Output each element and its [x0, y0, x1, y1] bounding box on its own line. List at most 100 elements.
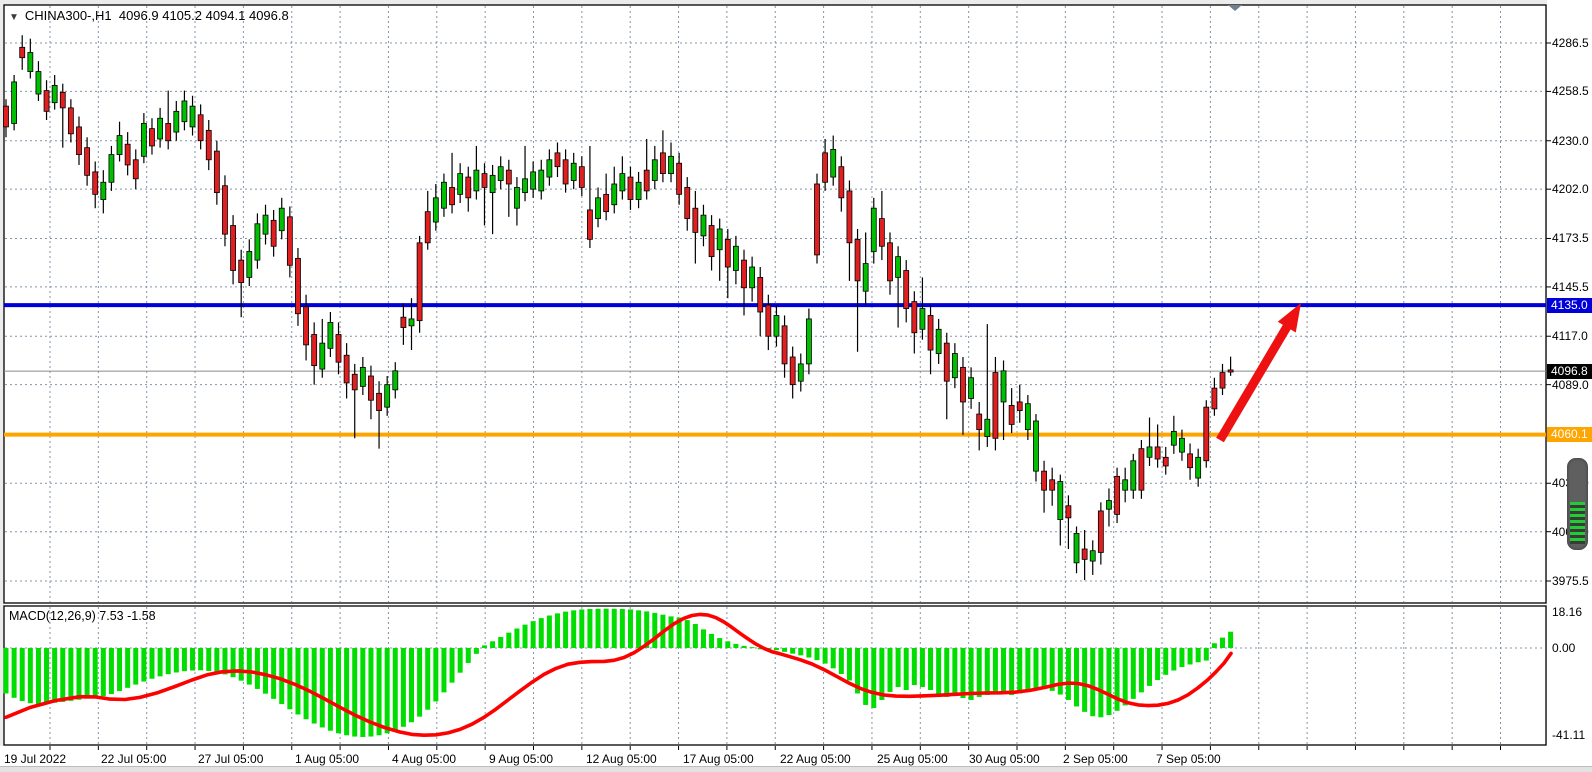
bull-candle — [327, 321, 334, 349]
bear-candle — [692, 207, 699, 233]
bull-candle — [1179, 437, 1185, 453]
macd-histogram-bar — [327, 648, 333, 731]
macd-histogram-bar — [125, 648, 131, 688]
support-price-tag: 4060.1 — [1547, 427, 1592, 443]
bull-candle — [1195, 456, 1202, 479]
macd-histogram-bar — [944, 648, 950, 697]
macd-histogram-bar — [490, 641, 496, 648]
time-axis-label: 9 Aug 05:00 — [489, 752, 554, 766]
macd-histogram-bar — [579, 609, 585, 648]
bear-candle — [627, 176, 634, 200]
price-axis-label: 4230.0 — [1552, 133, 1589, 148]
macd-histogram-bar — [311, 648, 317, 724]
price-axis-label: 4089.0 — [1552, 377, 1589, 392]
bear-candle — [1138, 448, 1145, 491]
time-axis-label: 12 Aug 05:00 — [586, 752, 657, 766]
bear-candle — [449, 187, 455, 206]
bull-candle — [919, 308, 926, 330]
macd-histogram-bar — [1187, 648, 1193, 665]
bull-candle — [108, 154, 115, 183]
bear-candle — [578, 166, 585, 188]
trend-arrow-shaft[interactable] — [1216, 319, 1294, 443]
bull-candle — [733, 245, 739, 271]
chart-shift-marker-icon[interactable] — [1228, 5, 1242, 11]
bear-candle — [562, 159, 569, 185]
macd-histogram-bar — [409, 648, 414, 723]
macd-histogram-bar — [1122, 648, 1128, 706]
macd-histogram-bar — [952, 648, 958, 695]
macd-histogram-bar — [741, 645, 747, 648]
bull-candle — [359, 366, 366, 387]
bear-candle — [1008, 405, 1015, 425]
bear-candle — [335, 334, 342, 363]
price-axis-strip — [1547, 0, 1592, 766]
macd-histogram-bar — [1179, 648, 1185, 668]
bull-candle — [457, 173, 464, 195]
bear-candle — [43, 90, 50, 112]
bear-candle — [76, 126, 82, 155]
macd-histogram-bar — [35, 648, 41, 705]
bull-candle — [35, 71, 42, 95]
bull-candle — [116, 135, 123, 155]
macd-histogram-bar — [676, 617, 682, 648]
macd-histogram-bar — [733, 643, 739, 648]
time-axis-label: 22 Jul 05:00 — [101, 752, 167, 766]
macd-histogram-bar — [1017, 648, 1023, 694]
bull-candle — [100, 181, 107, 200]
macd-histogram-bar — [984, 648, 990, 695]
bull-candle — [51, 84, 58, 104]
trend-arrow-head[interactable] — [1277, 303, 1301, 333]
bear-candle — [1227, 369, 1234, 373]
time-axis-label: 19 Jul 2022 — [4, 752, 67, 766]
bear-candle — [724, 238, 731, 268]
macd-histogram-bar — [465, 648, 471, 663]
bear-candle — [992, 372, 999, 439]
macd-histogram-bar — [1074, 648, 1080, 707]
bear-candle — [887, 242, 893, 282]
bull-candle — [384, 384, 391, 408]
macd-histogram-bar — [1155, 648, 1161, 681]
price-axis-label: 3975.5 — [1552, 573, 1589, 588]
bull-candle — [27, 52, 34, 72]
macd-histogram-bar — [911, 648, 917, 686]
macd-histogram-bar — [1033, 648, 1039, 689]
bear-candle — [165, 123, 172, 142]
bear-candle — [708, 225, 715, 258]
bull-candle — [862, 263, 869, 292]
macd-histogram-bar — [782, 648, 788, 652]
bear-candle — [781, 325, 788, 365]
bull-candle — [173, 110, 180, 133]
macd-histogram-bar — [263, 648, 269, 694]
bull-candle — [1073, 533, 1080, 564]
bear-candle — [19, 46, 26, 59]
macd-histogram-bar — [879, 648, 885, 700]
macd-histogram-bar — [1106, 648, 1112, 716]
bear-candle — [814, 183, 820, 256]
bull-candle — [157, 117, 163, 140]
chevron-down-icon[interactable]: ▼ — [9, 12, 19, 23]
bear-candle — [238, 259, 245, 283]
macd-histogram-bar — [417, 648, 423, 717]
bear-candle — [149, 128, 155, 147]
macd-histogram-bar — [960, 648, 966, 699]
bear-candle — [1016, 401, 1023, 412]
bear-candle — [481, 173, 488, 188]
bear-candle — [911, 301, 918, 334]
scrollbar-thumb[interactable] — [1567, 458, 1588, 550]
bear-candle — [3, 105, 9, 128]
macd-histogram-bar — [936, 648, 942, 695]
bear-candle — [684, 187, 691, 219]
bear-candle — [927, 315, 934, 351]
macd-histogram-bar — [206, 648, 212, 671]
macd-histogram-bar — [344, 648, 350, 736]
bear-candle — [838, 166, 845, 199]
bear-candle — [603, 193, 610, 213]
time-axis-strip — [0, 746, 1592, 766]
bear-candle — [59, 91, 66, 109]
bear-candle — [376, 392, 382, 412]
bear-candle — [789, 356, 796, 386]
macd-histogram-bar — [1098, 648, 1104, 718]
macd-histogram-bar — [1114, 648, 1120, 711]
macd-histogram-bar — [384, 648, 390, 734]
